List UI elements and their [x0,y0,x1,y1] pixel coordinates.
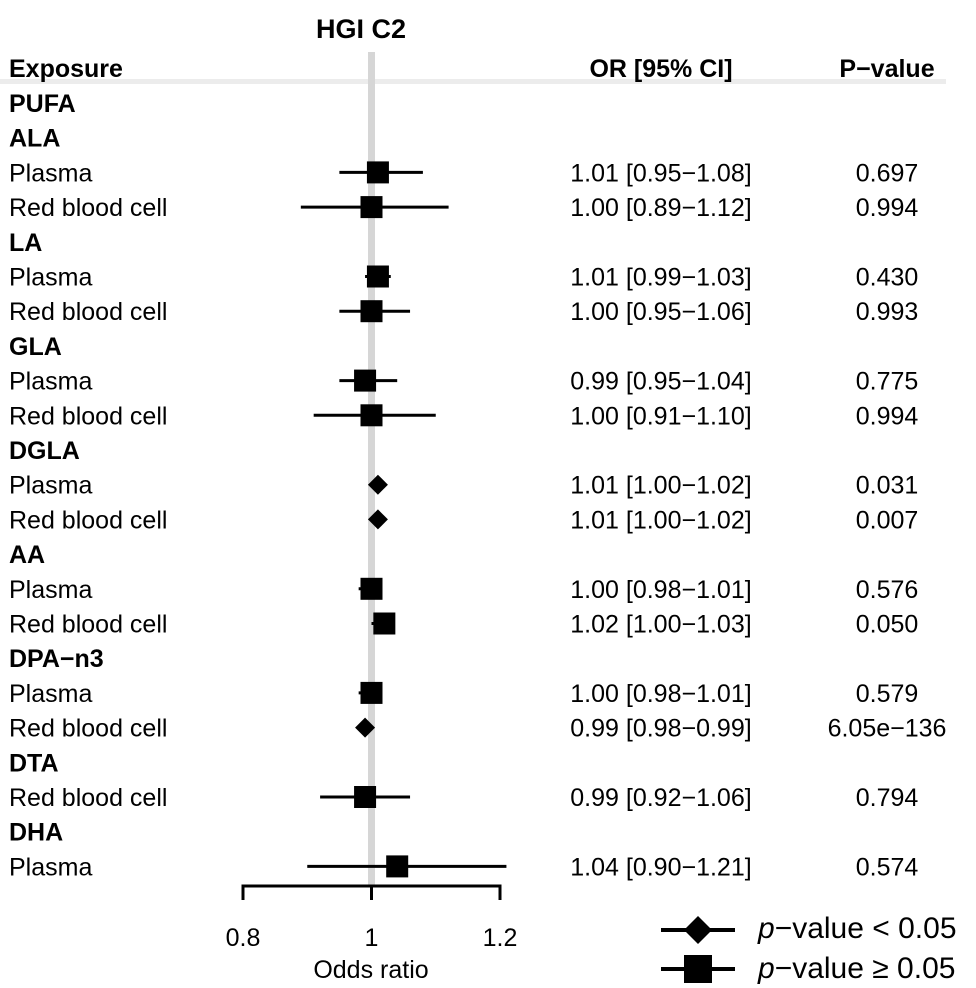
chart-title: HGI C2 [316,14,406,44]
forest-row: Plasma 1.04 [0.90−1.21] 0.574 [9,853,918,881]
p-value: 0.430 [856,264,919,292]
point-estimate-diamond [367,474,388,495]
point-estimate-square [360,404,383,427]
legend-label-significant: p−value < 0.05 [757,912,957,945]
exposure-label: Plasma [9,680,92,708]
or-ci-value: 0.99 [0.92−1.06] [570,784,751,812]
exposure-label: Plasma [9,472,92,500]
or-ci-value: 1.00 [0.98−1.01] [570,680,751,708]
group-header: DTA [9,749,59,777]
legend: p−value < 0.05 p−value ≥ 0.05 [661,912,957,985]
p-value: 0.994 [856,194,919,222]
forest-row: Plasma 1.00 [0.98−1.01] 0.579 [9,680,918,708]
exposure-label: Plasma [9,368,92,396]
p-value: 0.697 [856,159,919,187]
exposure-label: Red blood cell [9,402,167,430]
exposure-label: Plasma [9,264,92,292]
forest-row: Red blood cell 1.01 [1.00−1.02] 0.007 [9,506,918,534]
forest-row: Red blood cell 1.00 [0.95−1.06] 0.993 [9,298,918,326]
forest-row: Red blood cell 1.02 [1.00−1.03] 0.050 [9,611,918,639]
legend-square-marker [684,955,712,983]
point-estimate-square [360,681,383,704]
p-value: 0.775 [856,368,919,396]
column-header-or-ci: OR [95% CI] [589,55,732,83]
p-value: 0.050 [856,611,919,639]
x-tick-label: 0.8 [226,924,261,952]
p-value: 0.993 [856,298,919,326]
or-ci-value: 1.01 [0.95−1.08] [570,159,751,187]
group-header: GLA [9,333,62,361]
or-ci-value: 1.04 [0.90−1.21] [570,853,751,881]
forest-row: Red blood cell 1.00 [0.91−1.10] 0.994 [9,402,918,430]
header-rule [0,79,946,84]
group-header: LA [9,229,42,257]
legend-label-nonsignificant: p−value ≥ 0.05 [757,952,955,985]
or-ci-value: 1.00 [0.98−1.01] [570,576,751,604]
or-ci-value: 1.02 [1.00−1.03] [570,611,751,639]
point-estimate-square [373,612,396,635]
column-header-exposure: Exposure [9,55,123,83]
group-header: DGLA [9,437,80,465]
exposure-label: Red blood cell [9,784,167,812]
exposure-label: Red blood cell [9,611,167,639]
point-estimate-square [386,855,409,878]
point-estimate-square [366,265,389,288]
or-ci-value: 0.99 [0.95−1.04] [570,368,751,396]
or-ci-value: 1.01 [1.00−1.02] [570,472,751,500]
forest-row: Plasma 0.99 [0.95−1.04] 0.775 [9,368,918,396]
legend-diamond-marker [684,916,712,944]
exposure-label: Red blood cell [9,715,167,743]
or-ci-value: 0.99 [0.98−0.99] [570,715,751,743]
point-estimate-square [354,786,377,808]
or-ci-value: 1.00 [0.91−1.10] [570,402,751,430]
forest-row: Plasma 1.01 [0.99−1.03] 0.430 [9,264,918,292]
or-ci-value: 1.01 [1.00−1.02] [570,506,751,534]
exposure-label: Red blood cell [9,194,167,222]
p-value: 0.794 [856,784,919,812]
exposure-label: Red blood cell [9,506,167,534]
point-estimate-square [360,577,383,600]
x-tick-label: 1 [365,924,379,952]
point-estimate-square [366,161,389,184]
p-value: 0.994 [856,402,919,430]
group-header: DHA [9,819,63,847]
point-estimate-diamond [367,509,388,530]
or-ci-value: 1.00 [0.89−1.12] [570,194,751,222]
p-value: 0.576 [856,576,919,604]
p-value: 0.579 [856,680,919,708]
forest-row: Plasma 1.00 [0.98−1.01] 0.576 [9,576,918,604]
forest-row: Red blood cell 0.99 [0.92−1.06] 0.794 [9,784,918,812]
x-axis-label: Odds ratio [313,956,428,984]
p-value: 0.007 [856,506,919,534]
forest-rows: PUFA ALA Plasma 1.01 [0.95−1.08] 0.697 Red bl… [9,90,946,881]
p-value: 6.05e−136 [828,715,947,743]
or-ci-value: 1.00 [0.95−1.06] [570,298,751,326]
group-header: PUFA [9,90,76,118]
exposure-label: Plasma [9,576,92,604]
exposure-label: Red blood cell [9,298,167,326]
group-header: DPA−n3 [9,645,104,673]
exposure-label: Plasma [9,853,92,881]
forest-row: Plasma 1.01 [0.95−1.08] 0.697 [9,159,918,187]
forest-row: Red blood cell 0.99 [0.98−0.99] 6.05e−136 [9,715,946,743]
reference-line [368,52,375,885]
point-estimate-square [360,196,383,219]
x-tick-label: 1.2 [483,924,518,952]
column-header-pvalue: P−value [839,55,934,83]
p-value: 0.031 [856,472,919,500]
group-header: AA [9,541,45,569]
group-header: ALA [9,125,60,153]
or-ci-value: 1.01 [0.99−1.03] [570,264,751,292]
exposure-label: Plasma [9,159,92,187]
forest-row: Plasma 1.01 [1.00−1.02] 0.031 [9,472,918,500]
x-axis: 0.8 1 1.2 [226,884,518,952]
point-estimate-square [360,300,383,323]
forest-row: Red blood cell 1.00 [0.89−1.12] 0.994 [9,194,918,222]
x-axis-line [241,884,502,900]
point-estimate-square [354,369,377,392]
point-estimate-diamond [355,717,376,738]
p-value: 0.574 [856,853,919,881]
